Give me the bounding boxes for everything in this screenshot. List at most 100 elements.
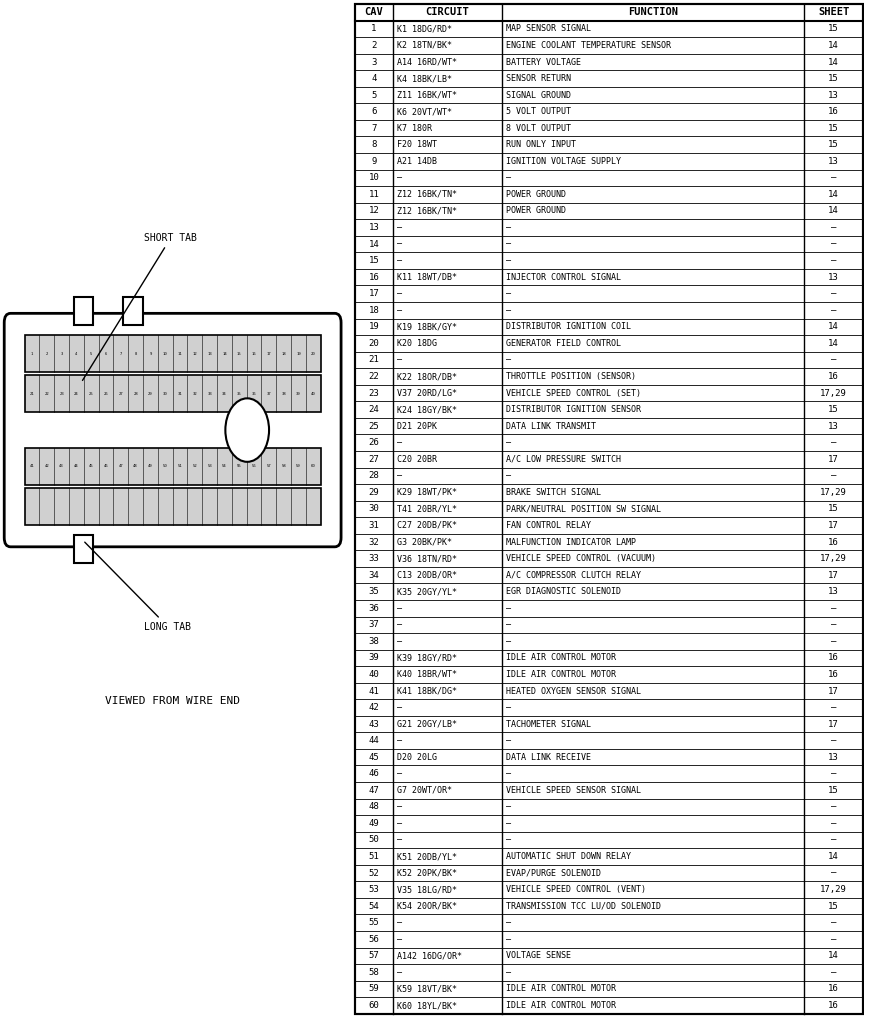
Text: K39 18GY/RD*: K39 18GY/RD*: [396, 653, 456, 663]
Text: 47: 47: [118, 465, 123, 468]
Text: K19 18BK/GY*: K19 18BK/GY*: [396, 323, 456, 332]
Text: —: —: [396, 935, 401, 944]
Text: DATA LINK TRANSMIT: DATA LINK TRANSMIT: [506, 422, 595, 431]
Text: —: —: [830, 306, 835, 314]
Text: —: —: [506, 289, 511, 298]
Text: 50: 50: [163, 465, 168, 468]
Text: 14: 14: [827, 57, 838, 67]
Text: DISTRIBUTOR IGNITION COIL: DISTRIBUTOR IGNITION COIL: [506, 323, 631, 332]
Text: Z12 16BK/TN*: Z12 16BK/TN*: [396, 207, 456, 215]
Text: SHORT TAB: SHORT TAB: [83, 232, 197, 380]
Text: 20: 20: [310, 352, 315, 355]
Text: V36 18TN/RD*: V36 18TN/RD*: [396, 554, 456, 563]
Text: 42: 42: [368, 703, 379, 712]
Text: 4: 4: [76, 352, 77, 355]
Text: 50: 50: [368, 836, 379, 845]
Text: —: —: [830, 919, 835, 928]
Text: 21: 21: [368, 355, 379, 365]
Text: 51: 51: [368, 852, 379, 861]
Text: —: —: [396, 306, 401, 314]
Text: IDLE AIR CONTROL MOTOR: IDLE AIR CONTROL MOTOR: [506, 670, 615, 679]
Text: —: —: [506, 819, 511, 828]
Text: Z12 16BK/TN*: Z12 16BK/TN*: [396, 189, 456, 199]
Text: G3 20BK/PK*: G3 20BK/PK*: [396, 538, 452, 547]
Text: 3: 3: [371, 57, 376, 67]
Text: 16: 16: [827, 538, 838, 547]
Text: 14: 14: [827, 951, 838, 961]
Text: —: —: [830, 703, 835, 712]
Text: 24: 24: [368, 406, 379, 414]
Text: 30: 30: [368, 505, 379, 513]
Text: 4: 4: [371, 74, 376, 83]
Text: HEATED OXYGEN SENSOR SIGNAL: HEATED OXYGEN SENSOR SIGNAL: [506, 686, 640, 695]
Bar: [24, 487, 321, 524]
Text: K60 18YL/BK*: K60 18YL/BK*: [396, 1001, 456, 1010]
Text: 17,29: 17,29: [819, 885, 846, 894]
Text: —: —: [506, 769, 511, 778]
Text: —: —: [506, 471, 511, 480]
Text: 25: 25: [368, 422, 379, 431]
Text: 52: 52: [192, 465, 197, 468]
Text: 45: 45: [368, 753, 379, 762]
Text: 29: 29: [148, 392, 153, 395]
Text: —: —: [506, 935, 511, 944]
Text: 14: 14: [827, 207, 838, 215]
Text: 17: 17: [827, 720, 838, 729]
Text: PARK/NEUTRAL POSITION SW SIGNAL: PARK/NEUTRAL POSITION SW SIGNAL: [506, 505, 660, 513]
Text: —: —: [506, 968, 511, 977]
Text: 16: 16: [368, 272, 379, 282]
Text: 59: 59: [295, 465, 301, 468]
Text: 17,29: 17,29: [819, 388, 846, 397]
Text: —: —: [830, 836, 835, 845]
Text: C13 20DB/OR*: C13 20DB/OR*: [396, 570, 456, 580]
Text: 15: 15: [236, 352, 242, 355]
Text: 8: 8: [371, 140, 376, 150]
Text: 58: 58: [368, 968, 379, 977]
Text: SIGNAL GROUND: SIGNAL GROUND: [506, 90, 571, 99]
Text: 19: 19: [295, 352, 301, 355]
Text: IDLE AIR CONTROL MOTOR: IDLE AIR CONTROL MOTOR: [506, 984, 615, 993]
Text: 53: 53: [207, 465, 212, 468]
Text: —: —: [830, 736, 835, 745]
Text: 15: 15: [827, 140, 838, 150]
Text: A21 14DB: A21 14DB: [396, 157, 436, 166]
Text: 15: 15: [827, 25, 838, 34]
Bar: [24, 375, 321, 412]
Text: 15: 15: [827, 74, 838, 83]
Text: 27: 27: [118, 392, 123, 395]
Text: K1 18DG/RD*: K1 18DG/RD*: [396, 25, 452, 34]
Text: FAN CONTROL RELAY: FAN CONTROL RELAY: [506, 521, 591, 530]
Text: THROTTLE POSITION (SENSOR): THROTTLE POSITION (SENSOR): [506, 372, 635, 381]
Text: BRAKE SWITCH SIGNAL: BRAKE SWITCH SIGNAL: [506, 487, 600, 497]
Text: 15: 15: [368, 256, 379, 265]
Text: 32: 32: [368, 538, 379, 547]
Text: 16: 16: [827, 670, 838, 679]
Text: 37: 37: [368, 621, 379, 630]
Text: K22 18OR/DB*: K22 18OR/DB*: [396, 372, 456, 381]
Text: K7 180R: K7 180R: [396, 124, 432, 133]
Text: —: —: [396, 919, 401, 928]
Text: 17: 17: [827, 686, 838, 695]
Text: 41: 41: [368, 686, 379, 695]
Text: 17: 17: [827, 570, 838, 580]
Text: MAP SENSOR SIGNAL: MAP SENSOR SIGNAL: [506, 25, 591, 34]
Text: —: —: [830, 868, 835, 878]
Text: 18: 18: [368, 306, 379, 314]
Text: 16: 16: [827, 984, 838, 993]
Text: —: —: [396, 240, 401, 249]
Text: K40 18BR/WT*: K40 18BR/WT*: [396, 670, 456, 679]
Text: 45: 45: [89, 465, 94, 468]
Text: 13: 13: [827, 753, 838, 762]
Text: CIRCUIT: CIRCUIT: [425, 7, 469, 17]
Text: LONG TAB: LONG TAB: [84, 542, 191, 632]
Text: K59 18VT/BK*: K59 18VT/BK*: [396, 984, 456, 993]
Text: K20 18DG: K20 18DG: [396, 339, 436, 348]
Text: EVAP/PURGE SOLENOID: EVAP/PURGE SOLENOID: [506, 868, 600, 878]
Text: 15: 15: [827, 406, 838, 414]
Text: 49: 49: [148, 465, 153, 468]
Text: —: —: [830, 355, 835, 365]
Text: 38: 38: [281, 392, 286, 395]
Text: 25: 25: [89, 392, 94, 395]
Text: 18: 18: [281, 352, 286, 355]
Bar: [74, 535, 93, 563]
